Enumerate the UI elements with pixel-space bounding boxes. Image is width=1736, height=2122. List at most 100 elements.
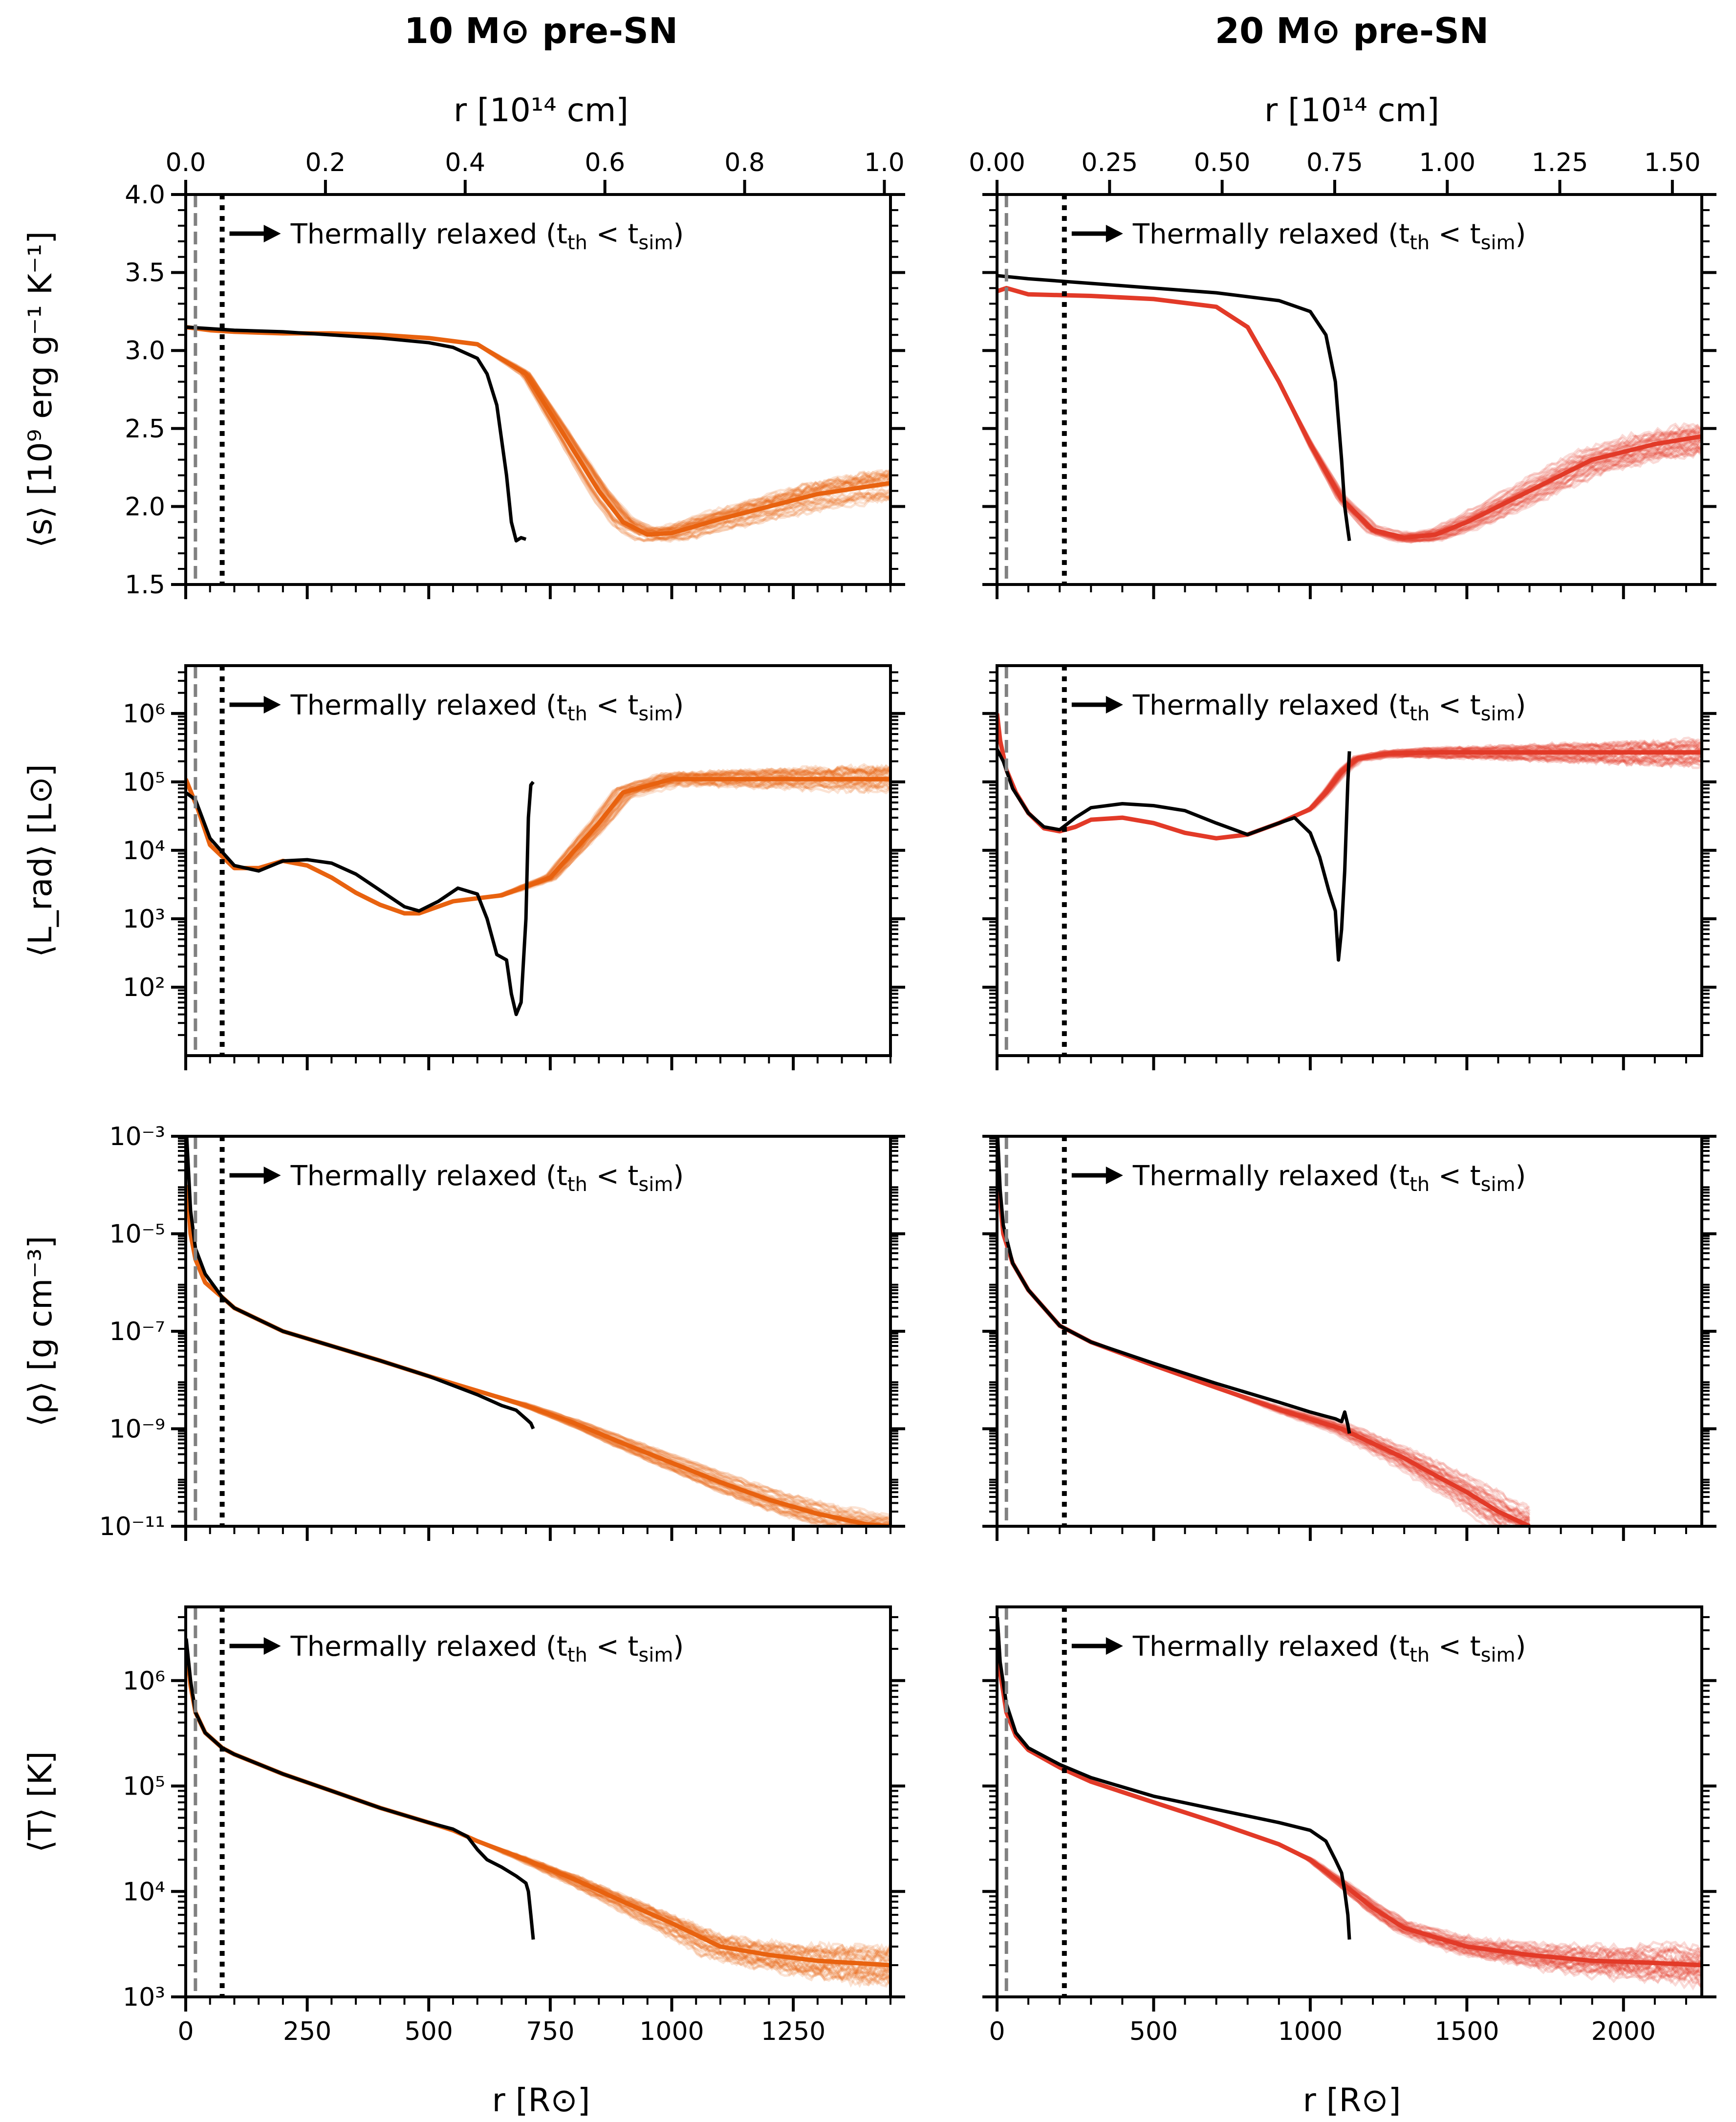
- y-tick-label: 10³: [123, 905, 165, 934]
- y-tick-label: 10⁻³: [109, 1122, 165, 1151]
- arrow-head-icon: [263, 696, 281, 714]
- simulation-realisation: [186, 773, 890, 915]
- simulation-realisation: [186, 1648, 890, 1970]
- simulation-realisation: [186, 1648, 890, 1987]
- axes-frame: [996, 664, 1703, 1057]
- top-x-tick-label: 0.0: [166, 148, 206, 177]
- simulation-realisation: [186, 769, 890, 915]
- simulation-realisation: [186, 1185, 886, 1526]
- y-tick-label: 10⁶: [123, 1667, 165, 1696]
- simulation-realisation: [186, 769, 890, 915]
- simulation-line: [997, 286, 1702, 540]
- simulation-realisation: [186, 1648, 890, 1956]
- simulation-realisation: [186, 1648, 890, 1986]
- simulation-realisation: [186, 1648, 890, 1978]
- y-tick-label: 10²: [123, 973, 165, 1002]
- simulation-realisation: [997, 1185, 1530, 1518]
- panel-20msun-row0: Thermally relaxed (tth < tsim) 0.00 0.25 0.…: [969, 148, 1716, 599]
- simulation-realisation: [997, 287, 1702, 537]
- simulation-realisation: [186, 778, 890, 915]
- simulation-realisation: [186, 325, 890, 542]
- y-tick-label: 10³: [123, 1983, 165, 2012]
- top-x-tick-label: 0.50: [1194, 148, 1251, 177]
- simulation-realisation: [997, 1630, 1702, 1960]
- x-axis-label-right: r [R⊙]: [1303, 2081, 1401, 2119]
- simulation-realisation: [186, 325, 890, 532]
- simulation-realisation: [186, 1185, 890, 1521]
- simulation-realisation: [997, 1630, 1702, 1962]
- simulation-realisation: [186, 773, 890, 915]
- top-x-tick-label: 0.8: [724, 148, 765, 177]
- simulation-realisation: [186, 1185, 862, 1526]
- simulation-realisation: [997, 1185, 1531, 1516]
- simulation-realisation: [186, 779, 890, 915]
- simulation-realisation: [186, 1648, 890, 1970]
- simulation-realisation: [186, 1185, 890, 1525]
- x-tick-label: 1000: [1278, 2017, 1343, 2046]
- simulation-realisation: [186, 1648, 890, 1961]
- relaxed-annotation: Thermally relaxed (tth < tsim): [1132, 1631, 1526, 1667]
- simulation-realisation: [997, 287, 1702, 537]
- relaxed-annotation: Thermally relaxed (tth < tsim): [290, 1160, 684, 1196]
- simulation-realisation: [186, 1185, 890, 1519]
- simulation-realisation: [186, 779, 890, 915]
- simulation-line: [186, 1648, 890, 1968]
- simulation-realisation: [186, 1648, 890, 1975]
- y-axis-label: ⟨L_rad⟩ [L⊙]: [22, 764, 59, 957]
- x-tick-label: 250: [283, 2017, 331, 2046]
- simulation-realisation: [186, 1648, 890, 1984]
- relaxed-annotation: Thermally relaxed (tth < tsim): [290, 218, 684, 254]
- simulation-realisation: [186, 1185, 880, 1526]
- simulation-realisation: [186, 1185, 840, 1526]
- simulation-realisation: [186, 1648, 890, 1986]
- simulation-realisation: [186, 778, 890, 915]
- top-x-tick-label: 0.6: [585, 148, 625, 177]
- model-line: [186, 780, 535, 1017]
- top-x-tick-label: 1.0: [864, 148, 905, 177]
- simulation-realisation: [186, 1648, 890, 1977]
- x-tick-label: 750: [526, 2017, 574, 2046]
- simulation-realisation: [186, 775, 890, 915]
- y-tick-label: 10⁻⁵: [109, 1220, 165, 1249]
- y-tick-label: 4.0: [125, 180, 165, 210]
- simulation-realisation: [186, 1648, 890, 1959]
- model-line: [997, 1617, 1351, 1940]
- relaxed-annotation: Thermally relaxed (tth < tsim): [1132, 690, 1526, 725]
- simulation-realisation: [186, 768, 890, 915]
- panel-10msun-row0: Thermally relaxed (tth < tsim) 1.5 2.0 2.5 3…: [22, 148, 905, 600]
- y-tick-label: 10⁶: [123, 699, 165, 729]
- plot-area: [186, 325, 890, 543]
- simulation-realisation: [186, 1648, 890, 1971]
- plot-area: [186, 1136, 890, 1526]
- top-x-tick-label: 1.00: [1419, 148, 1476, 177]
- simulation-realisation: [997, 1630, 1702, 1970]
- simulation-realisation: [186, 1648, 890, 1957]
- simulation-realisation: [186, 1185, 890, 1526]
- simulation-realisation: [186, 1648, 890, 1957]
- arrow-head-icon: [263, 1637, 281, 1655]
- simulation-realisation: [997, 1185, 1531, 1512]
- simulation-realisation: [186, 1648, 890, 1980]
- arrow-head-icon: [1106, 1637, 1123, 1655]
- y-axis-label: ⟨T⟩ [K]: [22, 1751, 59, 1853]
- simulation-realisation: [186, 1648, 890, 1964]
- axes-frame: [184, 193, 892, 586]
- simulation-realisation: [186, 1185, 838, 1526]
- simulation-realisation: [997, 1630, 1702, 1959]
- simulation-realisation: [186, 1185, 887, 1526]
- axes-frame: [996, 1135, 1703, 1528]
- simulation-realisation: [186, 777, 890, 915]
- simulation-realisation: [186, 769, 890, 915]
- panel-20msun-row2: Thermally relaxed (tth < tsim): [982, 1135, 1716, 1541]
- simulation-realisation: [186, 1185, 890, 1525]
- simulation-realisation: [997, 1630, 1702, 1967]
- x-tick-label: 1500: [1434, 2017, 1499, 2046]
- simulation-realisation: [186, 1648, 890, 1981]
- simulation-realisation: [997, 1630, 1702, 1970]
- simulation-realisation: [186, 1185, 890, 1526]
- x-axis-label-left: r [R⊙]: [492, 2081, 590, 2119]
- simulation-realisation: [186, 1185, 890, 1525]
- arrow-head-icon: [263, 1167, 281, 1184]
- plot-area: [997, 1136, 1531, 1526]
- simulation-realisation: [186, 1185, 890, 1526]
